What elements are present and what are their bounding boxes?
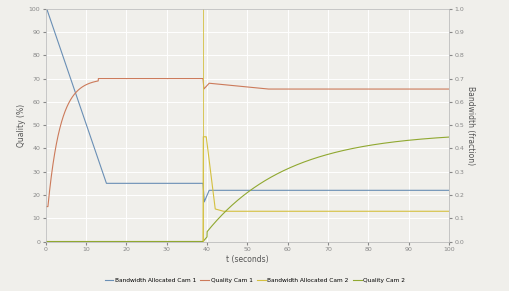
Line: Quality Cam 2: Quality Cam 2: [46, 137, 448, 242]
Y-axis label: Bandwidth (fraction): Bandwidth (fraction): [465, 86, 474, 165]
Quality Cam 2: [343, 148, 349, 152]
Quality Cam 1: [343, 87, 349, 91]
Legend: Bandwidth Allocated Cam 1, Quality Cam 1, Bandwidth Allocated Cam 2, Quality Cam: Bandwidth Allocated Cam 1, Quality Cam 1…: [102, 275, 407, 285]
Quality Cam 1: [116, 77, 122, 80]
Bandwidth Allocated Cam 2: [200, 135, 206, 139]
Quality Cam 1: [374, 87, 380, 91]
Quality Cam 1: [445, 87, 451, 91]
Bandwidth Allocated Cam 1: [304, 189, 310, 192]
Bandwidth Allocated Cam 1: [374, 189, 380, 192]
Bandwidth Allocated Cam 1: [116, 182, 122, 185]
Y-axis label: Quality (%): Quality (%): [17, 104, 26, 147]
Bandwidth Allocated Cam 2: [304, 210, 310, 213]
Bandwidth Allocated Cam 1: [201, 200, 207, 204]
Bandwidth Allocated Cam 2: [374, 210, 380, 213]
Quality Cam 2: [116, 240, 122, 243]
Line: Bandwidth Allocated Cam 2: Bandwidth Allocated Cam 2: [46, 137, 448, 242]
Bandwidth Allocated Cam 2: [284, 210, 290, 213]
Bandwidth Allocated Cam 1: [43, 7, 49, 10]
Quality Cam 2: [43, 240, 49, 243]
Bandwidth Allocated Cam 1: [284, 189, 290, 192]
Quality Cam 2: [196, 240, 203, 243]
X-axis label: t (seconds): t (seconds): [225, 255, 268, 264]
Quality Cam 1: [95, 77, 101, 80]
Bandwidth Allocated Cam 2: [196, 240, 203, 243]
Bandwidth Allocated Cam 2: [43, 240, 49, 243]
Quality Cam 1: [196, 77, 203, 80]
Line: Bandwidth Allocated Cam 1: Bandwidth Allocated Cam 1: [46, 9, 448, 202]
Bandwidth Allocated Cam 1: [445, 189, 451, 192]
Quality Cam 2: [374, 142, 380, 146]
Quality Cam 1: [284, 87, 290, 91]
Bandwidth Allocated Cam 2: [343, 210, 349, 213]
Quality Cam 1: [43, 205, 49, 208]
Bandwidth Allocated Cam 2: [116, 240, 122, 243]
Bandwidth Allocated Cam 1: [343, 189, 349, 192]
Quality Cam 2: [445, 135, 451, 139]
Bandwidth Allocated Cam 2: [445, 210, 451, 213]
Quality Cam 1: [304, 87, 310, 91]
Quality Cam 2: [304, 159, 310, 162]
Quality Cam 2: [284, 167, 290, 171]
Bandwidth Allocated Cam 1: [196, 182, 203, 185]
Line: Quality Cam 1: Quality Cam 1: [46, 79, 448, 207]
